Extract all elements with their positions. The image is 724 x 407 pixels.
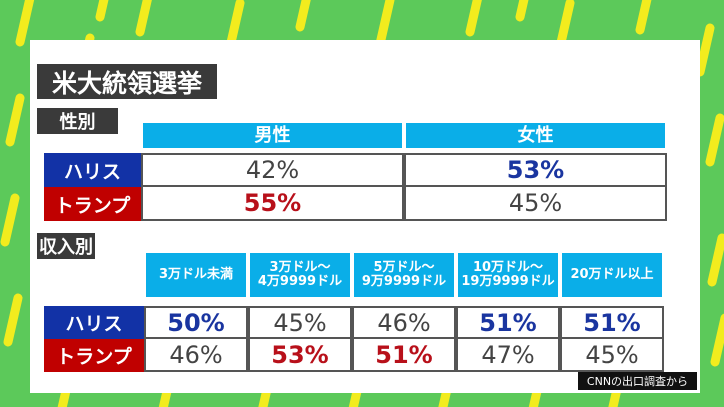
stripe — [635, 0, 652, 35]
row-label-harris: ハリス — [44, 306, 144, 339]
stripe — [375, 0, 395, 49]
stripe — [95, 0, 109, 22]
column-header: 3万ドル未満 — [146, 253, 246, 297]
table-cell: 46% — [352, 306, 456, 339]
stripe — [3, 293, 23, 347]
section-label: 収入別 — [37, 233, 95, 259]
stripe — [225, 0, 245, 52]
stripe — [710, 313, 724, 367]
table-cell: 53% — [404, 153, 667, 187]
table-cell: 51% — [560, 306, 664, 339]
table-cell: 45% — [248, 306, 352, 339]
stripe — [555, 0, 575, 52]
row-label-harris: ハリス — [44, 153, 141, 187]
stripe — [0, 193, 20, 247]
column-header: 10万ドル～ 19万9999ドル — [458, 253, 558, 297]
stripe — [15, 0, 35, 47]
table-cell: 45% — [560, 337, 664, 372]
table-cell: 55% — [141, 185, 404, 221]
table-cell: 42% — [141, 153, 404, 187]
table-cell: 51% — [456, 306, 560, 339]
stripe — [5, 93, 25, 147]
page-title: 米大統領選挙 — [37, 64, 217, 99]
table-cell: 46% — [144, 337, 248, 372]
table-cell: 45% — [404, 185, 667, 221]
column-header: 女性 — [406, 123, 665, 148]
table-cell: 50% — [144, 306, 248, 339]
stripe — [515, 0, 529, 22]
column-header: 3万ドル～ 4万9999ドル — [250, 253, 350, 297]
section-label: 性別 — [37, 108, 118, 134]
stripe — [695, 23, 715, 77]
table-cell: 53% — [248, 337, 352, 372]
row-label-trump: トランプ — [44, 187, 141, 221]
column-header: 5万ドル～ 9万9999ドル — [354, 253, 454, 297]
table-cell: 47% — [456, 337, 560, 372]
source-label: CNNの出口調査から — [578, 372, 697, 390]
stripe — [465, 0, 482, 37]
table-cell: 51% — [352, 337, 456, 372]
stripe — [705, 113, 724, 167]
column-header: 20万ドル以上 — [562, 253, 662, 297]
row-label-trump: トランプ — [44, 339, 144, 372]
stripe — [135, 0, 152, 37]
stripe — [295, 0, 311, 32]
stripe — [707, 233, 724, 287]
column-header: 男性 — [143, 123, 402, 148]
